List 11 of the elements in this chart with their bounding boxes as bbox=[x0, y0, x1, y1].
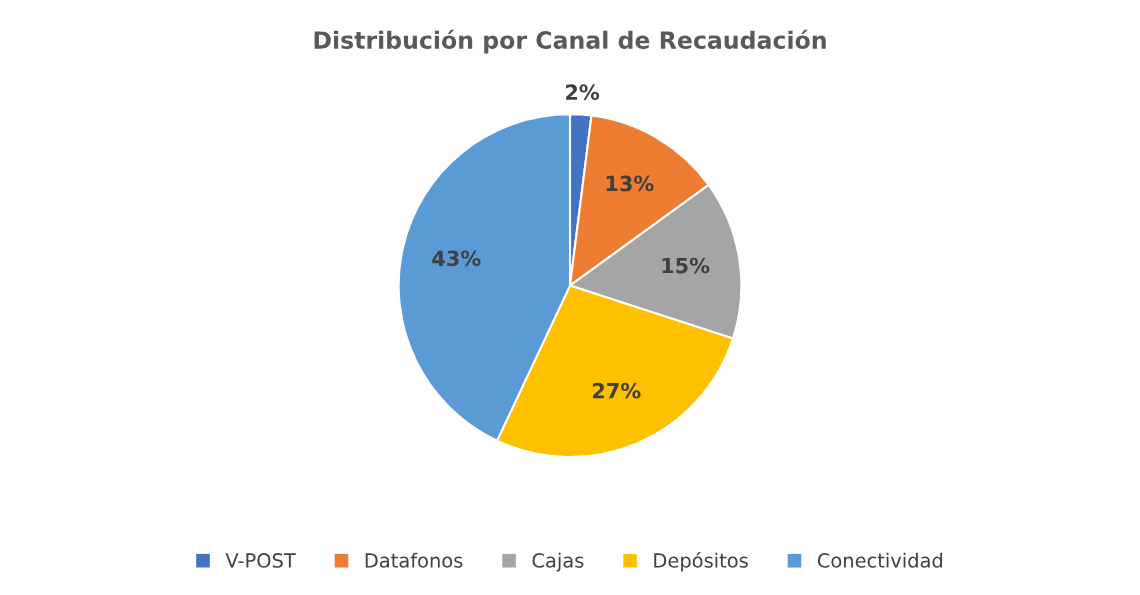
legend-label: Datafonos bbox=[365, 552, 463, 568]
data-label: 43% bbox=[432, 250, 481, 267]
data-label: 27% bbox=[592, 382, 641, 399]
legend-label: Cajas bbox=[532, 552, 584, 572]
legend-label: Depósitos bbox=[654, 551, 748, 572]
data-label: 2% bbox=[566, 84, 600, 101]
data-label: 13% bbox=[606, 175, 654, 192]
legend-label: Conectividad bbox=[817, 552, 943, 568]
data-label: 15% bbox=[662, 257, 710, 274]
chart-title: Distribución por Canal de Recaudación bbox=[314, 29, 826, 54]
legend-label: V-POST bbox=[225, 553, 296, 568]
